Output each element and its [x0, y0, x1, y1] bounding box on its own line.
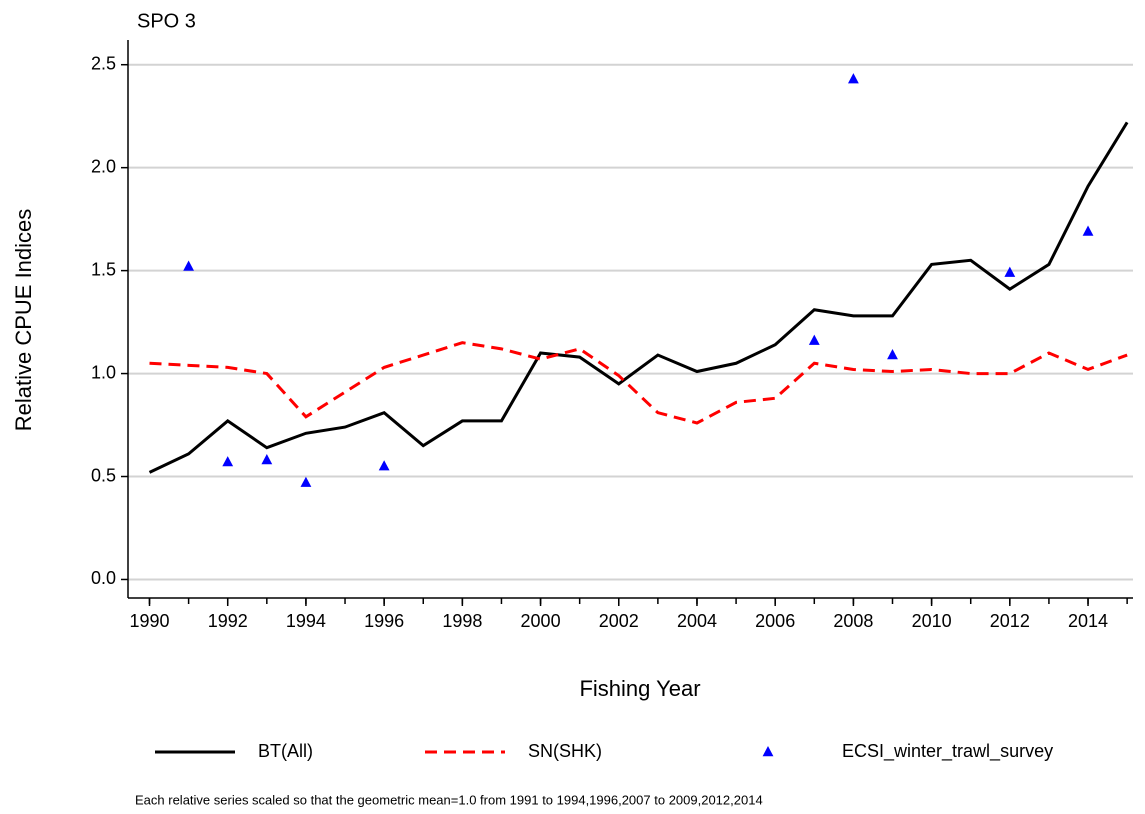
scatter-point	[887, 349, 898, 360]
legend-label: BT(All)	[258, 741, 313, 761]
x-axis-label: Fishing Year	[579, 676, 700, 701]
scatter-point	[222, 456, 234, 467]
y-axis-label: Relative CPUE Indices	[11, 209, 36, 432]
scatter-point	[378, 460, 390, 471]
y-tick-label: 0.0	[91, 568, 116, 588]
scatter-point	[261, 454, 273, 465]
x-tick-label: 2004	[677, 611, 717, 631]
legend-label: SN(SHK)	[528, 741, 602, 761]
y-tick-label: 0.5	[91, 465, 116, 485]
scatter-point	[300, 476, 312, 487]
legend-swatch	[762, 746, 774, 757]
legend-label: ECSI_winter_trawl_survey	[842, 741, 1053, 762]
scatter-point	[847, 73, 859, 84]
series-line	[148, 121, 1129, 474]
x-tick-label: 1994	[286, 611, 326, 631]
y-tick-label: 1.0	[91, 362, 116, 382]
series-line	[149, 341, 1128, 425]
x-tick-label: 2002	[599, 611, 639, 631]
x-tick-label: 2000	[521, 611, 561, 631]
x-tick-label: 1996	[364, 611, 404, 631]
x-tick-label: 2008	[833, 611, 873, 631]
x-tick-label: 1990	[129, 611, 169, 631]
x-tick-label: 2014	[1068, 611, 1108, 631]
scatter-point	[1004, 266, 1016, 277]
scatter-point	[183, 260, 195, 271]
x-tick-label: 1998	[442, 611, 482, 631]
x-tick-label: 2010	[912, 611, 952, 631]
y-tick-label: 2.0	[91, 156, 116, 176]
chart-title: SPO 3	[137, 10, 196, 32]
x-tick-label: 2012	[990, 611, 1030, 631]
y-tick-label: 2.5	[91, 53, 116, 73]
scatter-point	[1082, 225, 1094, 236]
footnote: Each relative series scaled so that the …	[135, 792, 763, 807]
y-tick-label: 1.5	[91, 259, 116, 279]
x-tick-label: 2006	[755, 611, 795, 631]
scatter-point	[808, 334, 820, 345]
x-tick-label: 1992	[208, 611, 248, 631]
